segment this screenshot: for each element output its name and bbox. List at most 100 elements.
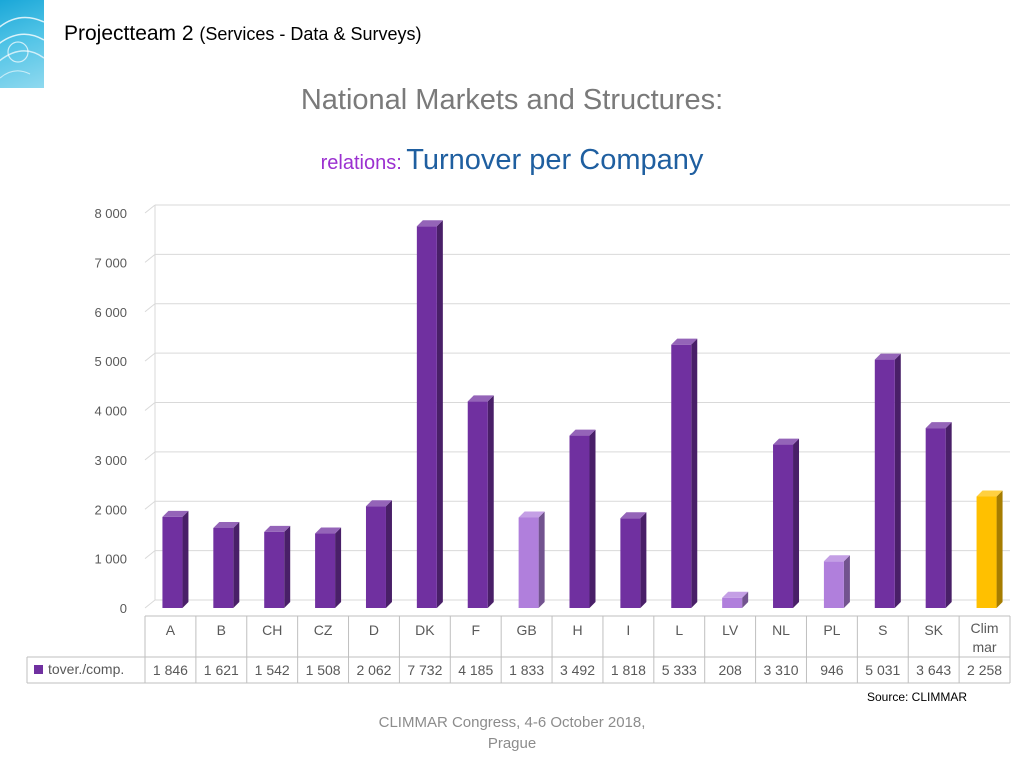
x-category-label: CH <box>262 622 282 638</box>
bar-side <box>487 395 494 608</box>
bar-front <box>976 496 997 608</box>
x-category-label: I <box>626 622 630 638</box>
bar-top <box>518 511 545 518</box>
bar-front <box>773 444 794 608</box>
gridline-depth <box>144 303 156 313</box>
bar-PL <box>823 555 850 608</box>
bar-side <box>335 527 342 608</box>
data-value-label: 1 542 <box>255 662 290 678</box>
data-value-label: 2 258 <box>967 662 1002 678</box>
bar-top <box>976 490 1003 497</box>
bar-LV <box>722 591 749 608</box>
y-tick-label: 7 000 <box>94 255 127 270</box>
bar-A <box>162 510 189 608</box>
data-value-label: 3 310 <box>764 662 799 678</box>
bar-side <box>843 555 850 608</box>
bar-side <box>640 512 647 608</box>
x-category-label: F <box>471 622 480 638</box>
bar-side <box>284 525 291 608</box>
bar-side <box>385 500 392 608</box>
bar-D <box>365 500 392 608</box>
legend-key <box>34 665 43 674</box>
bar-top <box>365 500 392 507</box>
x-category-label: CZ <box>314 622 333 638</box>
bar-front <box>467 401 488 608</box>
bar-front <box>671 344 692 608</box>
gridline-depth <box>144 599 156 609</box>
bar-side <box>742 591 749 608</box>
bar-front <box>722 597 743 608</box>
footer: CLIMMAR Congress, 4-6 October 2018, Prag… <box>370 712 654 754</box>
bar-side <box>793 438 800 608</box>
bar-S <box>874 353 901 608</box>
bar-front <box>874 359 895 608</box>
footer-line-1: CLIMMAR Congress, 4-6 October 2018, <box>378 714 646 731</box>
x-category-label: DK <box>415 622 435 638</box>
y-tick-label: 8 000 <box>94 206 127 221</box>
x-category-label: D <box>369 622 379 638</box>
x-category-label: PL <box>823 622 840 638</box>
y-tick-label: 6 000 <box>94 305 127 320</box>
bar-SK <box>925 422 952 608</box>
bar-top <box>264 525 291 532</box>
bar-top <box>722 591 749 598</box>
bar-side <box>436 220 443 609</box>
bar-side <box>894 353 901 608</box>
bar-top <box>213 521 240 528</box>
chart-subtitle: relations: Turnover per Company <box>0 144 1024 177</box>
data-value-label: 5 031 <box>865 662 900 678</box>
bar-NL <box>773 438 800 608</box>
footer-line-2: Prague <box>487 735 537 752</box>
data-value-label: 1 621 <box>204 662 239 678</box>
bar-side <box>945 422 952 608</box>
data-value-label: 208 <box>718 662 742 678</box>
bar-front <box>315 533 336 608</box>
corner-logo <box>0 0 44 88</box>
bar-side <box>182 510 189 608</box>
data-value-label: 5 333 <box>662 662 697 678</box>
bar-front <box>264 531 285 608</box>
x-category-label: SK <box>924 622 943 638</box>
bar-top <box>925 422 952 429</box>
bar-front <box>925 428 946 608</box>
gridline-depth <box>144 204 156 214</box>
bar-I <box>620 512 647 608</box>
bar-top <box>671 338 698 345</box>
y-tick-label: 2 000 <box>94 502 127 517</box>
data-value-label: 1 846 <box>153 662 188 678</box>
bar-front <box>569 435 590 608</box>
data-value-label: 2 062 <box>356 662 391 678</box>
bar-DK <box>416 220 443 609</box>
bar-side <box>691 338 698 608</box>
bar-top <box>162 510 189 517</box>
data-value-label: 4 185 <box>458 662 493 678</box>
slide-header: Projectteam 2 (Services - Data & Surveys… <box>64 22 421 46</box>
data-value-label: 3 492 <box>560 662 595 678</box>
bar-side <box>589 429 596 608</box>
source-note: Source: CLIMMAR <box>866 690 967 704</box>
data-value-label: 1 508 <box>306 662 341 678</box>
bar-L <box>671 338 698 608</box>
y-tick-label: 4 000 <box>94 404 127 419</box>
y-tick-label: 5 000 <box>94 354 127 369</box>
bar-side <box>996 490 1003 608</box>
bar-front <box>518 517 539 608</box>
x-category-label: LV <box>722 622 739 638</box>
bar-front <box>213 527 234 608</box>
bar-Climmar <box>976 490 1003 608</box>
bar-top <box>569 429 596 436</box>
x-category-label: GB <box>517 622 537 638</box>
data-value-label: 946 <box>820 662 844 678</box>
bar-F <box>467 395 494 608</box>
y-tick-label: 3 000 <box>94 453 127 468</box>
gridline-depth <box>144 253 156 263</box>
chart-subtitle-main: Turnover per Company <box>406 144 704 176</box>
bar-CZ <box>315 527 342 608</box>
bar-top <box>315 527 342 534</box>
x-category-label: NL <box>772 622 790 638</box>
data-value-label: 1 833 <box>509 662 544 678</box>
slide-subtitle: (Services - Data & Surveys) <box>199 24 422 44</box>
legend-series-name: tover./comp. <box>48 661 124 677</box>
bar-top <box>416 220 443 227</box>
